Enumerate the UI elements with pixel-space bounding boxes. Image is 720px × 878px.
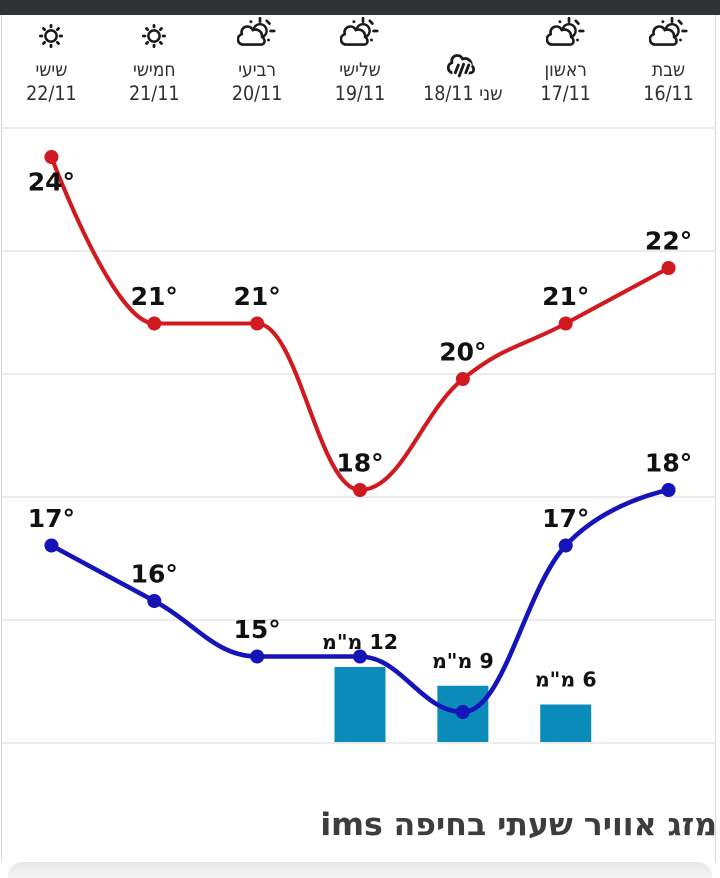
day-date: 18/11 (423, 82, 474, 105)
forecast-day-column: שבת 16/11 (617, 15, 720, 128)
precipitation-label: 6 מ"מ (535, 668, 597, 692)
low-temperature-label: 18° (645, 449, 692, 478)
widget-left-border (1, 15, 3, 862)
day-date: 17/11 (540, 82, 591, 105)
low-temperature-label: 16° (131, 560, 178, 589)
forecast-days-row: שבת 16/11 ראשון 17/11 שני 18/11 שלישי 19… (0, 15, 720, 128)
low-temperature-point (353, 649, 367, 664)
next-widget-card-top (8, 862, 712, 878)
day-date-line: שני 18/11 (411, 82, 514, 106)
low-temperature-point (147, 594, 162, 608)
low-temperature-point (661, 483, 676, 497)
low-temperature-label: 15° (233, 615, 280, 644)
high-temperature-label: 21° (542, 282, 589, 311)
high-temperature-point (558, 316, 573, 331)
day-name: שבת (651, 59, 686, 81)
high-temperature-label: 21° (131, 282, 178, 311)
high-temperature-label: 18° (336, 449, 383, 478)
forecast-day-column: שלישי 19/11 (309, 15, 412, 128)
high-temperature-label: 22° (645, 227, 692, 256)
day-name: רביעי (238, 59, 277, 81)
day-date: 20/11 (231, 82, 283, 105)
high-temperature-point (250, 316, 265, 331)
high-temperature-line (49, 154, 671, 493)
high-temperature-point (44, 150, 59, 164)
high-temperature-label: 20° (439, 338, 486, 367)
chart-title-link[interactable]: מזג אוויר שעתי בחיפה ims (320, 807, 717, 843)
day-date: 22/11 (26, 82, 77, 105)
day-name: שישי (35, 59, 68, 81)
forecast-day-column: חמישי 21/11 (103, 15, 206, 128)
day-name: ראשון (544, 59, 587, 81)
day-date: 16/11 (643, 82, 694, 105)
high-temperature-label: 24° (28, 168, 75, 197)
precipitation-label: 9 מ"מ (432, 649, 494, 673)
high-temperature-point (147, 316, 162, 331)
high-temperature-label: 21° (233, 282, 280, 311)
day-name: חמישי (133, 59, 176, 81)
low-temperature-label: 17° (28, 504, 75, 533)
low-temperature-point (558, 538, 573, 553)
status-bar (0, 0, 720, 15)
low-temperature-point (455, 705, 470, 719)
high-temperature-point (353, 483, 367, 497)
day-name: שני (479, 82, 503, 105)
widget-right-border (714, 15, 716, 862)
high-temperature-point (455, 372, 470, 386)
low-temperature-label: 17° (542, 504, 589, 533)
day-date: 21/11 (128, 82, 180, 105)
high-temperature-point (661, 261, 676, 275)
low-temperature-point (250, 649, 265, 664)
low-temperature-point (44, 538, 59, 553)
precipitation-bar (334, 667, 386, 742)
forecast-day-column: רביעי 20/11 (206, 15, 309, 128)
forecast-day-column: שישי 22/11 (0, 15, 103, 128)
precipitation-bar (540, 704, 592, 742)
day-date: 19/11 (334, 82, 386, 105)
forecast-day-column: שני 18/11 (411, 15, 514, 128)
day-name: שלישי (339, 59, 381, 81)
forecast-day-column: ראשון 17/11 (514, 15, 617, 128)
